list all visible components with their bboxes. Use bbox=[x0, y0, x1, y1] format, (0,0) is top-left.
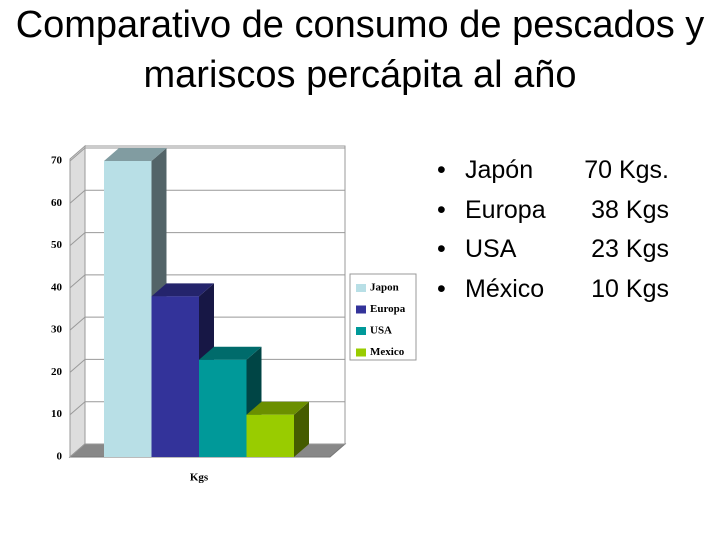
bar-side bbox=[294, 401, 309, 457]
y-tick-label: 50 bbox=[51, 239, 63, 251]
bullet-item: • México 10 Kgs bbox=[437, 275, 697, 315]
y-tick-label: 70 bbox=[51, 155, 63, 167]
bullet-item: • USA 23 Kgs bbox=[437, 235, 697, 275]
legend-label: Japon bbox=[370, 282, 399, 294]
bar-top bbox=[246, 401, 309, 415]
legend-swatch bbox=[356, 305, 366, 314]
bullet-value: 70 Kgs. bbox=[584, 156, 669, 184]
y-tick-label: 40 bbox=[51, 281, 63, 293]
grid-line bbox=[69, 359, 86, 373]
slide-title: Comparativo de consumo de pescados y mar… bbox=[15, 4, 705, 96]
x-tick-label: Kgs bbox=[190, 472, 209, 484]
bullet-list: • Japón 70 Kgs. • Europa 38 Kgs • USA 23 Kgs • Méx… bbox=[437, 156, 697, 314]
bullet-item: • Europa 38 Kgs bbox=[437, 196, 697, 236]
y-tick-label: 10 bbox=[51, 408, 63, 420]
bar-top bbox=[151, 283, 214, 297]
bar-top bbox=[104, 148, 167, 161]
grid-line bbox=[69, 147, 86, 162]
bullet-label: USA bbox=[465, 235, 517, 263]
bar bbox=[246, 414, 294, 457]
legend-swatch bbox=[356, 348, 366, 357]
bullet-value: 38 Kgs bbox=[591, 195, 669, 224]
bullet-marker: • bbox=[437, 195, 446, 224]
bullet-item: • Japón 70 Kgs. bbox=[437, 156, 697, 196]
grid-line bbox=[69, 443, 86, 458]
legend-swatch bbox=[356, 284, 366, 292]
legend-swatch bbox=[356, 327, 366, 335]
grid-line bbox=[69, 274, 86, 289]
bullet-marker: • bbox=[437, 274, 446, 303]
y-tick-label: 0 bbox=[57, 451, 63, 463]
y-tick-label: 60 bbox=[51, 197, 63, 209]
grid-line bbox=[69, 232, 86, 246]
bullet-marker: • bbox=[437, 235, 446, 263]
grid-line bbox=[69, 189, 86, 204]
bullet-label: Japón bbox=[465, 156, 534, 184]
y-tick-label: 20 bbox=[51, 366, 63, 378]
grid-line bbox=[69, 316, 86, 331]
bar bbox=[151, 296, 199, 457]
legend-label: USA bbox=[370, 325, 392, 337]
bar bbox=[199, 359, 247, 457]
bullet-marker: • bbox=[437, 156, 446, 184]
bar-top bbox=[199, 346, 262, 360]
bar bbox=[104, 161, 152, 457]
legend-label: Europa bbox=[370, 303, 406, 315]
legend-label: Mexico bbox=[370, 346, 405, 358]
bullet-label: Europa bbox=[465, 195, 546, 224]
bullet-value: 10 Kgs bbox=[591, 274, 669, 303]
bullet-label: México bbox=[465, 274, 545, 303]
y-tick-label: 30 bbox=[51, 324, 63, 336]
bullet-value: 23 Kgs bbox=[591, 235, 669, 263]
grid-line bbox=[69, 401, 86, 416]
